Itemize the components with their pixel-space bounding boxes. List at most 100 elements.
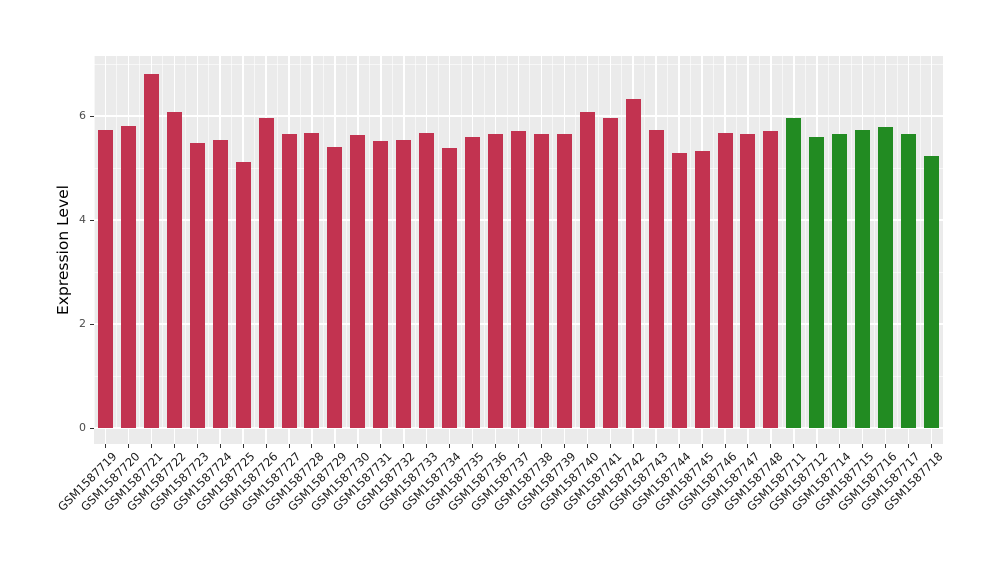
x-tick-mark (196, 444, 198, 448)
y-tick-label: 2 (79, 317, 86, 330)
horizontal-major-gridline (94, 427, 943, 429)
vertical-minor-gridline (208, 56, 210, 428)
bar-GSM1587714 (832, 133, 848, 428)
x-tick-mark (334, 444, 336, 448)
x-tick-mark (885, 444, 887, 448)
vertical-minor-gridline (162, 56, 164, 428)
vertical-minor-gridline (116, 56, 118, 428)
vertical-minor-gridline (667, 56, 669, 428)
y-tick-mark (90, 219, 94, 221)
bar-GSM1587733 (419, 133, 435, 428)
x-tick-mark (357, 444, 359, 448)
bar-GSM1587712 (809, 136, 825, 428)
y-tick-label: 0 (79, 421, 86, 434)
x-tick-mark (770, 444, 772, 448)
x-tick-mark (219, 444, 221, 448)
x-tick-mark (701, 444, 703, 448)
x-tick-mark (586, 444, 588, 448)
x-tick-mark (839, 444, 841, 448)
vertical-minor-gridline (391, 56, 393, 428)
vertical-minor-gridline (460, 56, 462, 428)
x-tick-mark (816, 444, 818, 448)
vertical-minor-gridline (575, 56, 577, 428)
x-tick-mark (403, 444, 405, 448)
bar-GSM1587729 (327, 147, 343, 428)
vertical-minor-gridline (139, 56, 141, 428)
vertical-minor-gridline (552, 56, 554, 428)
x-tick-mark (265, 444, 267, 448)
vertical-minor-gridline (254, 56, 256, 428)
vertical-minor-gridline (781, 56, 783, 428)
bar-GSM1587746 (717, 132, 733, 428)
x-tick-mark (104, 444, 106, 448)
x-tick-mark (609, 444, 611, 448)
bar-GSM1587720 (120, 126, 136, 428)
y-tick-label: 4 (79, 213, 86, 226)
x-tick-mark (472, 444, 474, 448)
vertical-minor-gridline (277, 56, 279, 428)
x-tick-mark (908, 444, 910, 448)
vertical-minor-gridline (850, 56, 852, 428)
bar-GSM1587732 (396, 139, 412, 428)
vertical-minor-gridline (896, 56, 898, 428)
vertical-minor-gridline (345, 56, 347, 428)
vertical-minor-gridline (873, 56, 875, 428)
bar-GSM1587723 (189, 142, 205, 428)
vertical-minor-gridline (300, 56, 301, 428)
vertical-minor-gridline (827, 56, 829, 428)
bar-GSM1587711 (786, 118, 802, 428)
x-tick-mark (426, 444, 428, 448)
x-tick-mark (678, 444, 680, 448)
vertical-minor-gridline (414, 56, 416, 428)
vertical-minor-gridline (919, 56, 921, 428)
bar-GSM1587734 (442, 147, 458, 428)
x-tick-mark (495, 444, 497, 448)
y-tick-label: 6 (79, 109, 86, 122)
horizontal-major-gridline (94, 115, 943, 117)
vertical-minor-gridline (758, 56, 760, 428)
x-tick-mark (793, 444, 795, 448)
bar-GSM1587744 (671, 153, 687, 428)
bar-GSM1587743 (648, 129, 664, 428)
bar-GSM1587727 (281, 134, 297, 428)
x-tick-mark (173, 444, 175, 448)
bar-GSM1587725 (235, 161, 251, 428)
horizontal-minor-gridline (94, 63, 943, 65)
plot-panel (93, 56, 944, 444)
bar-GSM1587742 (625, 99, 641, 428)
x-tick-mark (127, 444, 129, 448)
x-tick-mark (724, 444, 726, 448)
x-tick-mark (150, 444, 152, 448)
bar-GSM1587721 (143, 73, 159, 428)
vertical-minor-gridline (690, 56, 692, 428)
vertical-minor-gridline (185, 56, 187, 428)
bar-GSM1587737 (511, 130, 526, 428)
bar-GSM1587747 (740, 133, 756, 428)
vertical-minor-gridline (529, 56, 531, 428)
y-tick-mark (90, 323, 94, 325)
x-tick-mark (518, 444, 519, 448)
vertical-minor-gridline (735, 56, 737, 428)
x-tick-mark (288, 444, 290, 448)
bar-GSM1587726 (258, 118, 274, 428)
x-tick-mark (449, 444, 451, 448)
vertical-minor-gridline (483, 56, 485, 428)
vertical-minor-gridline (644, 56, 646, 428)
x-tick-mark (931, 444, 933, 448)
x-tick-mark (655, 444, 657, 448)
vertical-minor-gridline (368, 56, 370, 428)
bar-GSM1587748 (763, 131, 779, 428)
bar-GSM1587716 (878, 126, 894, 428)
bar-GSM1587719 (97, 130, 113, 428)
bar-GSM1587741 (602, 117, 618, 428)
vertical-minor-gridline (322, 56, 324, 428)
bar-GSM1587730 (350, 135, 366, 428)
bar-GSM1587717 (901, 133, 917, 428)
vertical-minor-gridline (506, 56, 508, 428)
vertical-minor-gridline (93, 56, 95, 428)
bar-GSM1587739 (556, 133, 572, 428)
bar-GSM1587724 (212, 140, 228, 428)
x-tick-mark (242, 444, 244, 448)
bar-GSM1587740 (579, 111, 595, 428)
